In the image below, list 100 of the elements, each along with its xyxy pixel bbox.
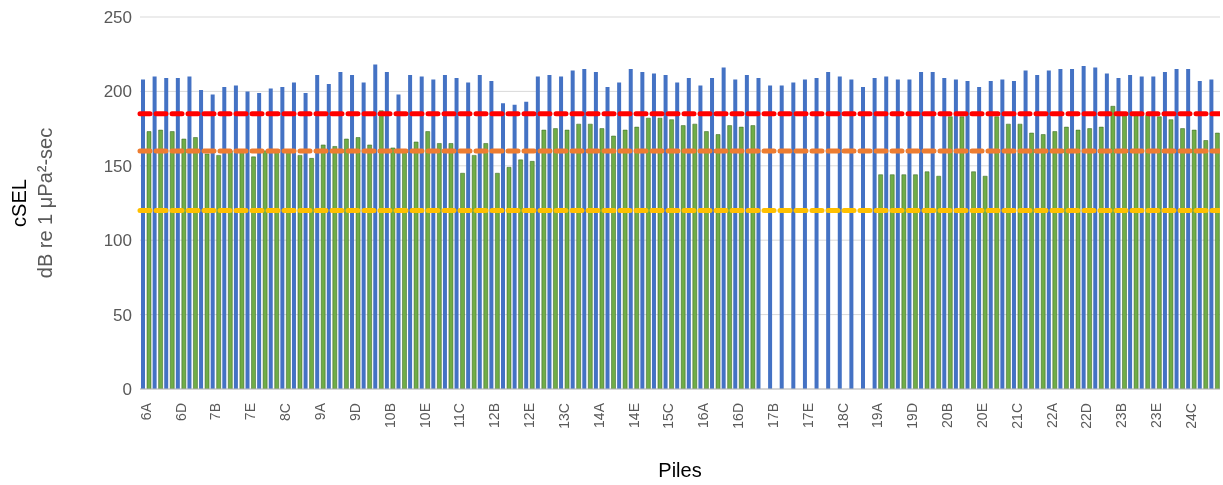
bar [355,137,361,389]
x-tick-label: 22D [1078,403,1095,429]
bar [640,72,645,389]
bar [181,138,187,389]
bar [994,116,999,389]
bar [280,86,285,389]
x-tick-label: 15C [660,403,677,429]
bar [849,79,854,389]
x-tick-label: 9A [312,402,328,421]
y-tick-label: 200 [103,82,132,102]
bar [303,92,308,389]
bar [535,76,540,389]
x-tick-label: 22A [1043,402,1060,428]
bar [274,150,279,389]
x-tick-label: 12B [486,403,503,428]
y-tick-label: 250 [103,8,132,28]
bar [1174,69,1179,389]
bar [344,138,349,389]
bar [617,82,622,389]
bar [233,85,238,389]
bar [982,175,988,389]
bar [593,72,598,389]
bar [930,72,935,389]
bar [541,129,547,389]
bar [1209,79,1214,389]
bar [268,88,273,389]
bar [169,131,175,389]
bar [442,75,447,389]
y-tick-label: 150 [103,156,132,176]
bar [193,137,198,389]
bar [1087,128,1092,389]
bar [1128,75,1133,389]
bar [222,86,227,389]
bar [1110,106,1116,389]
bar [953,79,958,389]
bar [1186,69,1191,389]
bar [320,144,326,389]
bar [1040,134,1046,389]
bar [686,78,691,389]
bar [1093,67,1098,389]
bar [1081,66,1086,389]
bar [988,80,993,389]
bar [309,158,314,389]
bar [454,78,459,389]
bar [297,155,303,389]
bar [1006,123,1011,389]
bar [1000,79,1005,389]
bar [559,76,564,389]
bar [373,64,378,389]
bar [146,131,152,389]
bar [332,146,338,389]
bar [861,86,865,389]
bar [814,78,819,389]
bar [750,125,756,389]
x-tick-label: 19D [904,403,921,429]
x-tick-label: 17B [764,403,781,428]
bar [425,131,430,389]
x-tick-label: 23B [1113,403,1130,428]
bar [704,131,709,389]
bar [1064,126,1069,389]
bar [768,85,773,389]
bar [710,78,715,389]
bar [1058,69,1063,389]
x-tick-label: 16D [730,403,747,429]
bar [942,78,947,389]
bar [611,135,616,389]
y-tick-label: 50 [113,305,132,325]
bar [1133,114,1139,389]
bar [884,76,889,389]
x-tick-label: 21C [1008,403,1025,429]
bar [466,82,471,389]
bar [1145,114,1150,389]
bar [727,125,732,389]
bar [826,72,831,389]
bar [379,110,384,389]
bar [698,85,703,389]
x-tick-label: 10E [416,403,433,428]
bar [791,82,796,389]
bar [733,79,738,389]
bar [1116,78,1121,389]
x-tick-label: 6D [172,403,189,421]
x-tick-label: 12E [521,403,538,428]
bar [506,167,512,389]
bar [315,75,320,389]
bar [245,91,250,389]
bar [564,129,570,389]
bar [413,141,419,389]
bar [518,159,523,389]
bar [657,117,663,389]
x-tick-label: 7E [242,403,259,421]
bar [1197,80,1202,389]
bar [1052,131,1058,389]
bar [582,69,587,389]
bar [605,86,610,389]
bar [739,126,744,389]
bar [901,174,907,389]
bar [431,79,436,389]
bar [257,92,262,389]
bar [216,155,221,389]
bar [622,129,628,389]
